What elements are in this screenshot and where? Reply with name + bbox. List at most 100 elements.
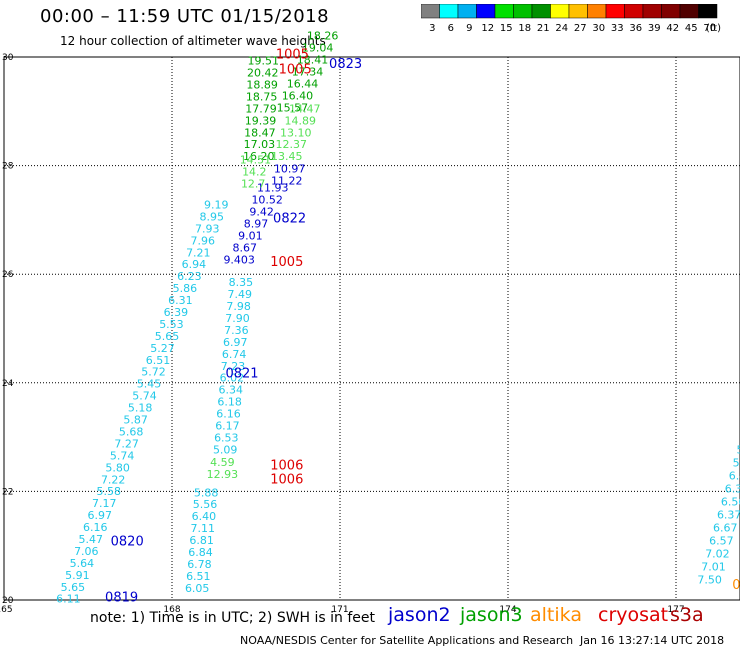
colorbar-label: 15 bbox=[500, 23, 513, 34]
data-point-label: 5.68 bbox=[119, 425, 144, 438]
data-point-label: 6.11 bbox=[56, 593, 81, 606]
data-point-label: 6.23 bbox=[177, 270, 202, 283]
data-point-label: 12.37 bbox=[276, 138, 308, 151]
data-point-label: 5.65 bbox=[61, 581, 86, 594]
generated-timestamp: Jan 16 13:27:14 UTC 2018 bbox=[580, 634, 725, 647]
time-label: 1006 bbox=[270, 472, 303, 487]
data-point-label: 5.87 bbox=[123, 414, 148, 427]
colorbar-label: 33 bbox=[611, 23, 624, 34]
data-point-label: 9.01 bbox=[238, 229, 263, 242]
y-tick-label: 30 bbox=[2, 53, 14, 63]
data-point-label: 5.18 bbox=[128, 402, 153, 415]
x-tick-label: 177 bbox=[667, 605, 684, 615]
colorbar-label: 24 bbox=[555, 23, 568, 34]
data-point-label: 5.74 bbox=[110, 449, 135, 462]
data-point-label: 8.67 bbox=[233, 241, 258, 254]
data-point-label: 14.89 bbox=[284, 114, 316, 127]
data-point-label: 19.39 bbox=[245, 114, 277, 127]
colorbar-swatch bbox=[698, 4, 718, 19]
data-point-label: 14.47 bbox=[289, 102, 321, 115]
data-point-label: 7.93 bbox=[195, 222, 220, 235]
legend-entry-jason2: jason2 bbox=[388, 604, 451, 626]
data-point-label: 6.16 bbox=[216, 408, 241, 421]
data-point-label: 7.50 bbox=[697, 574, 722, 587]
data-point-label: 17.34 bbox=[292, 65, 324, 78]
colorbar-label: 21 bbox=[537, 23, 550, 34]
y-tick-label: 24 bbox=[2, 379, 14, 389]
colorbar-label: 9 bbox=[466, 23, 472, 34]
y-tick-label: 20 bbox=[2, 596, 14, 606]
data-point-label: 8.35 bbox=[229, 276, 254, 289]
time-label: 0819 bbox=[105, 591, 138, 606]
colorbar: 3 6 9 12 15 18 21 24 27 30 33 36 39 42 45 70(ft) bbox=[421, 4, 721, 34]
chart-title: 00:00 – 11:59 UTC 01/15/2018 bbox=[40, 6, 330, 27]
data-point-label: 7.02 bbox=[705, 548, 730, 561]
data-point-label: 6.78 bbox=[187, 558, 212, 571]
time-label: 1005 bbox=[270, 255, 303, 270]
data-point-label: 5.86 bbox=[173, 282, 198, 295]
data-point-label: 7.27 bbox=[114, 437, 139, 450]
data-point-label: 5.64 bbox=[70, 557, 95, 570]
colorbar-label: 45 bbox=[685, 23, 698, 34]
data-point-label: 10.52 bbox=[251, 194, 283, 207]
data-point-label: 18.75 bbox=[246, 90, 278, 103]
time-label: 1005 bbox=[279, 62, 312, 77]
y-tick-label: 26 bbox=[2, 270, 14, 280]
colorbar-label: 42 bbox=[666, 23, 679, 34]
data-point-label: 17.79 bbox=[245, 102, 277, 115]
data-point-label: 8.97 bbox=[244, 218, 269, 231]
data-point-label: 5.09 bbox=[213, 443, 238, 456]
data-point-label: 6.40 bbox=[192, 510, 217, 523]
data-point-label: 18.41 bbox=[297, 54, 329, 67]
data-point-label: 6.51 bbox=[186, 570, 211, 583]
colorbar-label: 18 bbox=[518, 23, 531, 34]
colorbar-label: 70 bbox=[703, 23, 716, 34]
time-label: 0821 bbox=[225, 366, 258, 381]
data-point-label: 9.42 bbox=[249, 206, 274, 219]
data-point-label: 7.96 bbox=[191, 234, 216, 247]
data-point-label: 6.02 bbox=[220, 372, 245, 385]
data-point-label: 9.403 bbox=[223, 253, 255, 266]
data-point-label: 5.45 bbox=[137, 378, 162, 391]
data-point-label: 6.39 bbox=[164, 306, 189, 319]
data-point-label: 7.90 bbox=[225, 312, 250, 325]
data-point-label: 5.47 bbox=[79, 533, 104, 546]
legend-entry-altika: altika bbox=[530, 604, 582, 626]
data-point-label: 18.47 bbox=[244, 126, 276, 139]
data-point-label: 6.16 bbox=[83, 521, 108, 534]
data-point-label: 7.49 bbox=[228, 288, 253, 301]
data-point-label: 16.44 bbox=[287, 77, 319, 90]
time-label: 1005 bbox=[276, 48, 309, 63]
data-point-label: 5.88 bbox=[194, 486, 219, 499]
data-point-label: 5.72 bbox=[141, 366, 166, 379]
time-label: 0823 bbox=[329, 57, 362, 72]
data-point-label: 4.59 bbox=[210, 456, 235, 469]
legend-entry-cryosat: cryosat bbox=[598, 604, 669, 626]
data-point-label: 6.97 bbox=[88, 509, 113, 522]
data-point-label: 6.53 bbox=[214, 431, 239, 444]
data-point-label: 6.05 bbox=[185, 582, 210, 595]
plot-frame bbox=[3, 56, 740, 601]
x-tick-label: 168 bbox=[163, 605, 180, 615]
data-point-label: 8.95 bbox=[200, 210, 225, 223]
data-point-label: 11.93 bbox=[257, 182, 289, 195]
data-point-label: 5.69 bbox=[733, 456, 740, 469]
data-point-label: 10.97 bbox=[274, 163, 306, 176]
data-point-label: 6.34 bbox=[219, 384, 244, 397]
data-point-label: 6.17 bbox=[215, 419, 240, 432]
data-point-label: 7.22 bbox=[101, 473, 126, 486]
data-point-label: 12.93 bbox=[207, 468, 239, 481]
data-point-label: 13.45 bbox=[271, 150, 303, 163]
data-point-label: 5.53 bbox=[159, 318, 184, 331]
data-point-label: 5.74 bbox=[132, 390, 157, 403]
colorbar-label: 36 bbox=[629, 23, 642, 34]
data-point-label: 15.57 bbox=[277, 101, 309, 114]
data-point-label: 6.74 bbox=[222, 348, 247, 361]
data-point-label: 5.56 bbox=[193, 498, 218, 511]
time-label: 0820 bbox=[111, 535, 144, 550]
data-point-label: 18.26 bbox=[307, 30, 339, 43]
data-point-label: 5.80 bbox=[105, 461, 130, 474]
data-point-label: 7.01 bbox=[701, 561, 726, 574]
data-point-label: 12.7 bbox=[241, 177, 266, 190]
